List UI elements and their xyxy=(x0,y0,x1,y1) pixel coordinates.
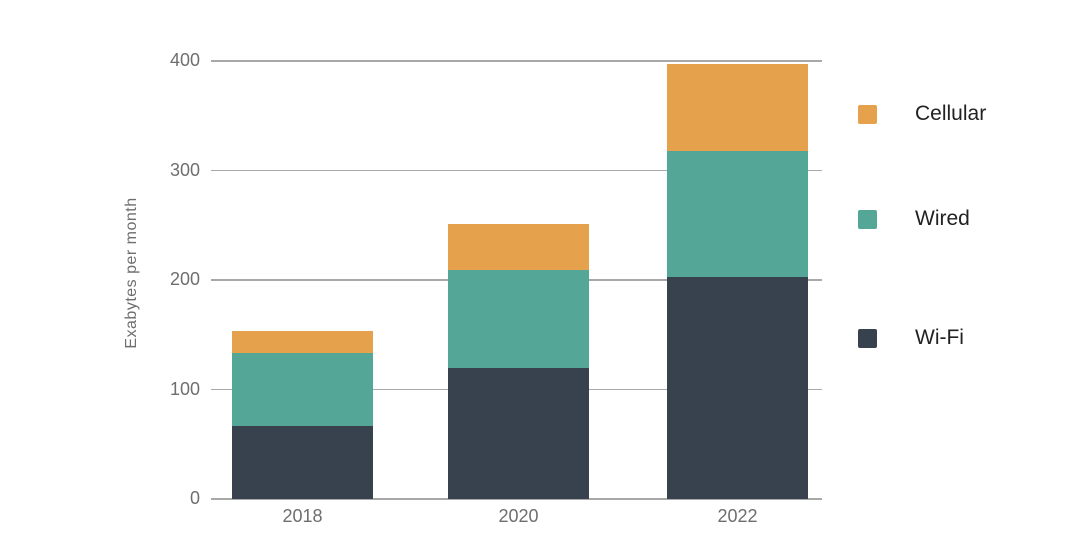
y-tick-label-0: 0 xyxy=(189,488,200,509)
x-tick-label-2022: 2022 xyxy=(717,506,758,526)
x-tick-label-2020: 2020 xyxy=(498,506,539,526)
y-tick-label-300: 300 xyxy=(169,159,200,180)
bar-segment-2020-wired xyxy=(448,270,589,368)
bar-segment-2022-cellular xyxy=(667,64,808,151)
bar-segment-2020-wi-fi xyxy=(448,367,589,499)
bar-segment-2018-cellular xyxy=(232,331,373,354)
legend-entry-wired: Wired xyxy=(858,207,970,231)
bar-2020 xyxy=(448,224,589,499)
bar-segment-2020-cellular xyxy=(448,224,589,271)
legend-entry-cellular: Cellular xyxy=(858,102,986,126)
legend-swatch-wi-fi-icon xyxy=(858,328,877,348)
bar-2018 xyxy=(232,331,373,499)
bar-segment-2022-wi-fi xyxy=(667,276,808,499)
x-axis-line xyxy=(211,498,822,500)
legend: Cellular Wired Wi-Fi xyxy=(858,0,1068,555)
gridline-300 xyxy=(211,169,822,172)
y-tick-label-200: 200 xyxy=(169,269,200,290)
plot-area xyxy=(211,60,822,500)
legend-label-wired: Wired xyxy=(915,207,970,230)
legend-swatch-wired-icon xyxy=(858,209,877,229)
y-tick-label-100: 100 xyxy=(169,378,200,399)
x-tick-label-2018: 2018 xyxy=(282,506,323,526)
legend-label-wi-fi: Wi-Fi xyxy=(915,326,964,349)
y-axis-title: Exabytes per month xyxy=(123,197,140,349)
bar-segment-2018-wired xyxy=(232,353,373,426)
bar-segment-2022-wired xyxy=(667,150,808,277)
bar-2022 xyxy=(667,64,808,499)
legend-swatch-cellular-icon xyxy=(858,104,877,124)
y-tick-label-400: 400 xyxy=(169,50,200,71)
legend-entry-wi-fi: Wi-Fi xyxy=(858,326,964,350)
legend-label-cellular: Cellular xyxy=(915,102,987,125)
bar-segment-2018-wi-fi xyxy=(232,425,373,499)
gridline-400 xyxy=(211,60,822,62)
